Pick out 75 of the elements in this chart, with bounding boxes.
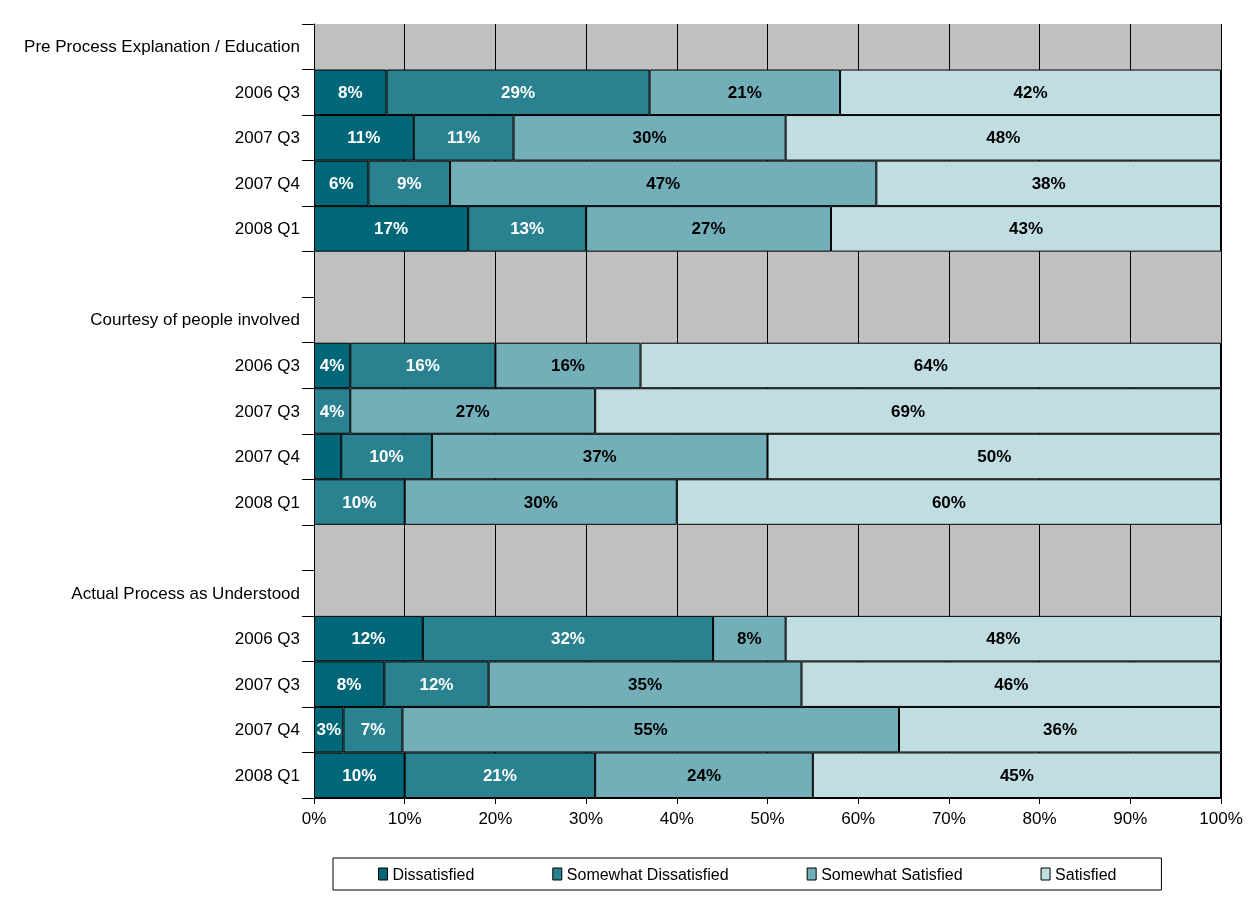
legend-label: Somewhat Dissatisfied	[566, 865, 729, 883]
x-tick-label: 30%	[569, 809, 604, 828]
data-label: 10%	[369, 447, 404, 467]
data-label: 45%	[999, 765, 1034, 785]
data-label: 55%	[633, 720, 668, 740]
data-label: 27%	[455, 401, 490, 421]
y-tick-label: 2008 Q1	[234, 765, 300, 785]
data-label: 30%	[523, 492, 558, 512]
x-tick-label: 80%	[1022, 809, 1057, 828]
data-label: 24%	[686, 765, 722, 785]
data-label: 8%	[336, 674, 362, 694]
data-label: 42%	[1013, 82, 1048, 102]
data-label: 8%	[737, 629, 762, 649]
legend-label: Somewhat Satisfied	[821, 865, 963, 883]
data-label: 17%	[374, 219, 409, 239]
data-label: 50%	[977, 447, 1012, 467]
x-tick-label: 10%	[387, 809, 422, 828]
x-tick-label: 20%	[478, 809, 513, 828]
y-tick-label: Pre Process Explanation / Education	[24, 37, 300, 57]
y-tick-label: 2006 Q3	[234, 355, 300, 375]
data-label: 47%	[646, 173, 681, 193]
data-label: 13%	[510, 219, 545, 239]
data-label: 46%	[994, 674, 1029, 694]
y-tick-label: 2006 Q3	[234, 82, 300, 102]
y-tick-label: 2007 Q3	[234, 674, 300, 694]
data-label: 4%	[319, 401, 345, 421]
y-tick-label: Courtesy of people involved	[90, 310, 300, 330]
x-tick-label: 90%	[1113, 809, 1148, 828]
data-label: 10%	[342, 492, 377, 512]
y-tick-label: 2007 Q4	[234, 720, 300, 740]
data-label: 32%	[550, 629, 585, 649]
y-tick-label: 2007 Q4	[234, 447, 300, 467]
data-label: 12%	[351, 629, 386, 649]
x-tick-label: 60%	[841, 809, 876, 828]
data-label: 16%	[405, 355, 440, 375]
y-tick-label: 2008 Q1	[234, 492, 300, 512]
data-label: 69%	[891, 401, 926, 421]
data-label: 43%	[1008, 219, 1044, 239]
data-label: 60%	[931, 492, 966, 512]
data-label: 27%	[691, 219, 726, 239]
legend-label: Satisfied	[1055, 865, 1117, 883]
data-label: 16%	[550, 355, 585, 375]
x-tick-label: 40%	[659, 809, 694, 828]
data-label: 12%	[419, 674, 454, 694]
y-tick-label: 2008 Q1	[234, 219, 300, 239]
x-tick-label: 50%	[750, 809, 785, 828]
data-label: 36%	[1042, 720, 1078, 740]
data-label: 4%	[319, 355, 345, 375]
data-label: 6%	[328, 173, 354, 193]
legend-label: Dissatisfied	[392, 865, 475, 883]
data-label: 48%	[986, 629, 1021, 649]
data-label: 21%	[482, 765, 517, 785]
data-label: 38%	[1031, 173, 1066, 193]
y-tick-label: 2007 Q3	[234, 401, 300, 421]
data-label: 35%	[628, 674, 663, 694]
y-tick-label: Actual Process as Understood	[71, 583, 300, 603]
data-label: 64%	[913, 355, 948, 375]
data-label: 29%	[501, 82, 536, 102]
y-tick-label: 2007 Q3	[234, 128, 300, 148]
y-tick-label: 2007 Q4	[234, 173, 300, 193]
data-label: 21%	[727, 82, 762, 102]
x-tick-label: 70%	[931, 809, 966, 828]
data-label: 9%	[396, 173, 422, 193]
data-label: 30%	[632, 128, 667, 148]
data-label: 10%	[342, 765, 377, 785]
data-label: 7%	[360, 720, 386, 740]
x-tick-label: 0%	[301, 809, 327, 828]
data-label: 48%	[986, 128, 1021, 148]
data-label: 11%	[347, 128, 381, 148]
y-tick-label: 2006 Q3	[234, 629, 300, 649]
data-label: 8%	[337, 82, 363, 102]
data-label: 11%	[447, 128, 481, 148]
data-label: 3%	[316, 720, 342, 740]
x-tick-label: 100%	[1199, 809, 1243, 828]
data-label: 37%	[582, 447, 617, 467]
